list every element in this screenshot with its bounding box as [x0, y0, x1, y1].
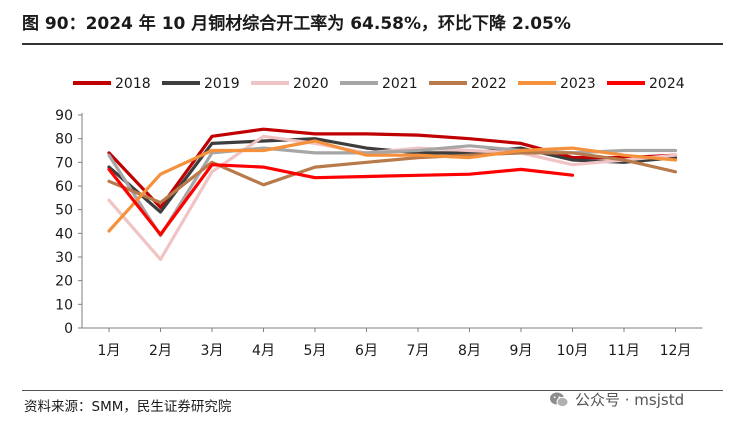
x-tick-label: 10月	[557, 343, 589, 359]
legend-item-2023: 2023	[518, 76, 596, 92]
legend-item-2020: 2020	[251, 76, 329, 92]
watermark-text: 公众号 · msjstd	[575, 391, 685, 409]
chart-legend: 2018 2019 2020 2021 2022 2023 2024	[73, 76, 685, 92]
legend-label: 2024	[649, 76, 685, 92]
legend-item-2022: 2022	[429, 76, 507, 92]
title-rule	[22, 43, 723, 45]
y-tick-label: 80	[55, 132, 73, 148]
y-tick-label: 30	[55, 250, 73, 266]
x-tick-label: 11月	[608, 343, 640, 359]
series-lines	[107, 127, 678, 261]
legend-item-2019: 2019	[162, 76, 240, 92]
legend-item-2018: 2018	[73, 76, 151, 92]
series-line-2022	[107, 151, 678, 205]
series-line-2018	[107, 127, 678, 209]
legend-label: 2022	[471, 76, 507, 92]
x-axis: 1月 2月 3月 4月 5月 6月 7月 8月 9月 10月 11月 12月	[82, 327, 703, 359]
footer-rule	[22, 390, 723, 391]
legend-label: 2021	[382, 76, 418, 92]
legend-item-2021: 2021	[340, 76, 418, 92]
x-tick-label: 7月	[407, 343, 430, 359]
watermark: 公众号 · msjstd	[549, 389, 684, 410]
y-tick-label: 40	[55, 226, 73, 242]
x-tick-label: 6月	[355, 343, 378, 359]
series-line-2024	[107, 163, 575, 237]
y-tick-label: 60	[55, 179, 73, 195]
y-axis: 0 10 20 30 40 50 60 70 80 90	[55, 108, 83, 337]
y-tick-label: 20	[55, 274, 73, 290]
y-tick-label: 0	[64, 321, 73, 337]
legend-item-2024: 2024	[607, 76, 685, 92]
x-tick-label: 8月	[458, 343, 481, 359]
y-tick-label: 90	[55, 108, 73, 124]
x-tick-label: 9月	[510, 343, 533, 359]
x-tick-label: 1月	[98, 343, 121, 359]
legend-label: 2020	[293, 76, 329, 92]
x-tick-label: 2月	[149, 343, 172, 359]
series-line-2023	[107, 139, 678, 233]
x-tick-label: 3月	[201, 343, 224, 359]
wechat-icon	[550, 392, 569, 407]
y-tick-label: 70	[55, 155, 73, 171]
legend-label: 2018	[115, 76, 151, 92]
x-tick-label: 4月	[252, 343, 275, 359]
legend-label: 2023	[560, 76, 596, 92]
y-tick-label: 50	[55, 203, 73, 219]
chart-title: 图 90：2024 年 10 月铜材综合开工率为 64.58%，环比下降 2.0…	[22, 14, 571, 34]
source-note: 资料来源：SMM，民生证券研究院	[24, 399, 232, 415]
x-tick-label: 5月	[304, 343, 327, 359]
y-tick-label: 10	[55, 297, 73, 313]
legend-label: 2019	[204, 76, 240, 92]
x-tick-label: 12月	[660, 343, 692, 359]
